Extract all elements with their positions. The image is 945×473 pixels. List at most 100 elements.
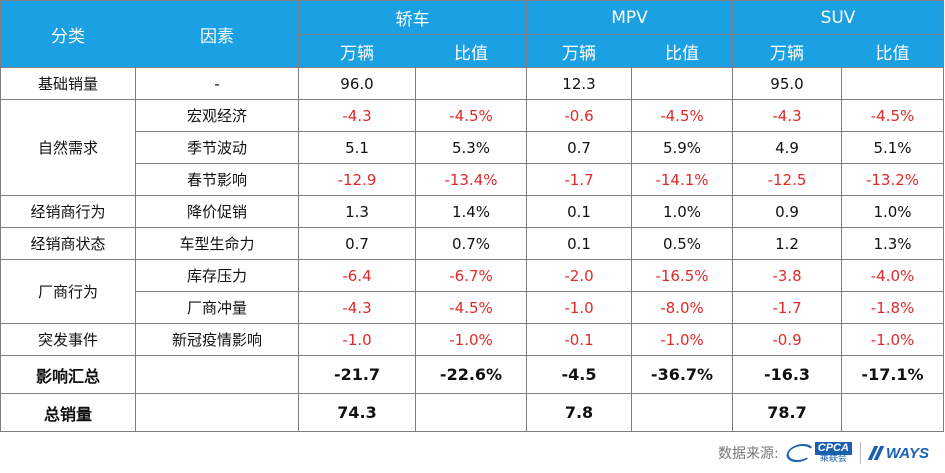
value-cell: -4.0%: [841, 259, 944, 292]
value-cell: -1.0: [526, 291, 632, 324]
value-cell: -1.8%: [841, 291, 944, 324]
value-cell: 1.2: [732, 227, 842, 260]
cpca-swoosh-icon: [783, 444, 817, 462]
cpca-text: CPCA: [814, 442, 852, 455]
factor-cell: -: [135, 67, 299, 100]
value-cell: -36.7%: [631, 355, 733, 394]
value-cell: -16.5%: [631, 259, 733, 292]
table-row-maker-1: 厂商行为 库存压力 -6.4 -6.7% -2.0 -16.5% -3.8 -4…: [0, 259, 944, 324]
sales-impact-table: 分类 因素 轿车 MPV SUV 万辆 比值 万辆 比值 万辆 比值 基础销量 …: [0, 0, 944, 432]
value-cell: -17.1%: [841, 355, 944, 394]
value-cell: 0.7%: [415, 227, 527, 260]
source-label: 数据来源:: [718, 446, 779, 462]
value-cell: 95.0: [732, 67, 842, 100]
value-cell: -0.1: [526, 323, 632, 356]
value-cell: -1.7: [526, 163, 632, 196]
ways-text: WAYS: [885, 444, 929, 462]
value-cell: [415, 67, 527, 100]
value-cell: 5.1: [298, 131, 416, 164]
table-row-natural-3: 春节影响 -12.9 -13.4% -1.7 -14.1% -12.5 -13.…: [1, 163, 944, 196]
factor-cell: 季节波动: [135, 131, 299, 164]
value-cell: -8.0%: [631, 291, 733, 324]
value-cell: -21.7: [298, 355, 416, 394]
category-cell: 经销商行为: [0, 195, 136, 228]
table-row-summary: 影响汇总 -21.7 -22.6% -4.5 -36.7% -16.3 -17.…: [0, 355, 944, 394]
value-cell: -4.5%: [631, 99, 733, 132]
table-row-total: 总销量 74.3 7.8 78.7: [0, 393, 944, 432]
factor-cell: 车型生命力: [135, 227, 299, 260]
value-cell: -2.0: [526, 259, 632, 292]
category-cell: 基础销量: [0, 67, 136, 100]
value-cell: 0.5%: [631, 227, 733, 260]
value-cell: -3.8: [732, 259, 842, 292]
table-row-sudden: 突发事件 新冠疫情影响 -1.0 -1.0% -0.1 -1.0% -0.9 -…: [0, 323, 944, 356]
category-cell: 经销商状态: [0, 227, 136, 260]
value-cell: 0.7: [298, 227, 416, 260]
value-cell: -4.5%: [841, 99, 944, 132]
value-cell: 12.3: [526, 67, 632, 100]
value-cell: 0.7: [526, 131, 632, 164]
header-row-1: 分类 因素 轿车 MPV SUV: [0, 0, 944, 68]
table-row-dealer-status: 经销商状态 车型生命力 0.7 0.7% 0.1 0.5% 1.2 1.3%: [0, 227, 944, 260]
value-cell: -0.6: [526, 99, 632, 132]
value-cell: -6.7%: [415, 259, 527, 292]
value-cell: -1.0%: [631, 323, 733, 356]
factor-cell: [135, 355, 299, 394]
value-cell: 1.3: [298, 195, 416, 228]
table-row-dealer-behavior: 经销商行为 降价促销 1.3 1.4% 0.1 1.0% 0.9 1.0%: [0, 195, 944, 228]
value-cell: 0.1: [526, 195, 632, 228]
factor-cell: 宏观经济: [135, 99, 299, 132]
category-cell: 自然需求: [0, 99, 136, 196]
factor-cell: 春节影响: [135, 163, 299, 196]
ways-logo-icon: WAYS: [869, 445, 929, 462]
value-cell: 5.1%: [841, 131, 944, 164]
value-cell: -6.4: [298, 259, 416, 292]
header-group-mpv: MPV: [526, 0, 733, 35]
factor-cell: 降价促销: [135, 195, 299, 228]
value-cell: 5.9%: [631, 131, 733, 164]
ways-mark-icon: [869, 446, 883, 460]
category-cell: 总销量: [0, 393, 136, 432]
table-row-base: 基础销量 - 96.0 12.3 95.0: [0, 67, 944, 100]
value-cell: 5.3%: [415, 131, 527, 164]
value-cell: -4.5%: [415, 291, 527, 324]
value-cell: [841, 393, 944, 432]
header-sub: 比值: [631, 34, 733, 68]
value-cell: -14.1%: [631, 163, 733, 196]
value-cell: -16.3: [732, 355, 842, 394]
source-footer: 数据来源: CPCA 乘联会 WAYS: [718, 440, 929, 466]
value-cell: [841, 67, 944, 100]
value-cell: 78.7: [732, 393, 842, 432]
value-cell: -4.3: [298, 99, 416, 132]
logo-divider: [859, 442, 861, 464]
value-cell: 1.0%: [631, 195, 733, 228]
value-cell: 4.9: [732, 131, 842, 164]
factor-cell: 库存压力: [135, 259, 299, 292]
header-sub: 万辆: [732, 34, 842, 68]
value-cell: -1.0%: [415, 323, 527, 356]
value-cell: 0.1: [526, 227, 632, 260]
table-row-natural-1: 自然需求 宏观经济 -4.3 -4.5% -0.6 -4.5% -4.3 -4.…: [0, 99, 944, 196]
value-cell: 0.9: [732, 195, 842, 228]
value-cell: -13.4%: [415, 163, 527, 196]
header-factor: 因素: [135, 0, 299, 68]
value-cell: -4.5: [526, 355, 632, 394]
factor-cell: 厂商冲量: [135, 291, 299, 324]
factor-cell: [135, 393, 299, 432]
value-cell: -13.2%: [841, 163, 944, 196]
value-cell: 7.8: [526, 393, 632, 432]
header-sub: 万辆: [526, 34, 632, 68]
value-cell: 96.0: [298, 67, 416, 100]
header-category: 分类: [0, 0, 136, 68]
cpca-wordmark: CPCA 乘联会: [814, 442, 852, 464]
value-cell: -1.0: [298, 323, 416, 356]
value-cell: [631, 67, 733, 100]
table-row-natural-2: 季节波动 5.1 5.3% 0.7 5.9% 4.9 5.1%: [1, 131, 944, 164]
category-cell: 厂商行为: [0, 259, 136, 324]
value-cell: 1.0%: [841, 195, 944, 228]
value-cell: -4.3: [732, 99, 842, 132]
header-group-suv: SUV: [732, 0, 944, 35]
table-row-maker-2: 厂商冲量 -4.3 -4.5% -1.0 -8.0% -1.7 -1.8%: [1, 291, 944, 324]
category-cell: 突发事件: [0, 323, 136, 356]
category-cell: 影响汇总: [0, 355, 136, 394]
